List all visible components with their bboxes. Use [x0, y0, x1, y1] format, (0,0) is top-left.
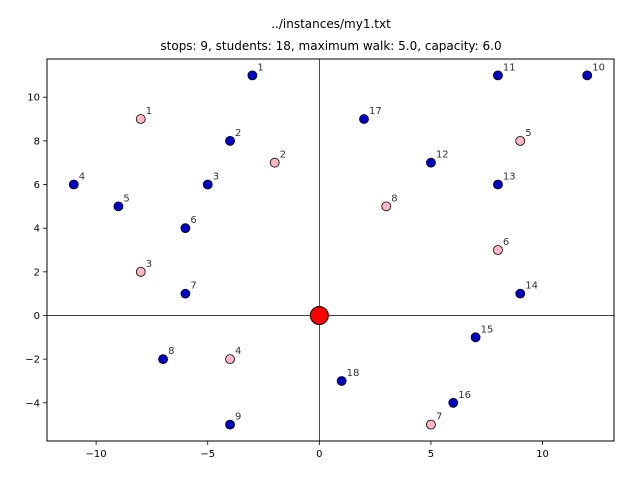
reference-lines: [47, 59, 614, 441]
stop-point: [269, 157, 280, 168]
student-label: 18: [347, 368, 360, 379]
x-tick-label: 5: [428, 449, 434, 460]
y-tick-label: 2: [34, 267, 40, 278]
chart-title: ../instances/my1.txt: [271, 17, 391, 31]
x-tick-label: 0: [316, 449, 322, 460]
stop-label: 5: [525, 128, 531, 139]
stop-label: 1: [146, 106, 152, 117]
student-point: [225, 419, 235, 430]
student-label: 6: [190, 215, 196, 226]
student-point: [426, 157, 436, 168]
stop-label: 8: [391, 193, 397, 204]
x-tick-label: −10: [86, 449, 107, 460]
student-point: [448, 397, 459, 408]
student-label: 11: [503, 62, 516, 73]
x-tick-label: −5: [200, 449, 215, 460]
y-tick-label: 10: [27, 93, 40, 104]
stop-label: 2: [280, 150, 286, 161]
depot-point: [309, 305, 329, 325]
stop-label: 3: [146, 259, 152, 270]
student-label: 1: [257, 62, 263, 73]
student-label: 9: [235, 412, 241, 423]
student-point: [180, 288, 191, 299]
student-label: 10: [592, 62, 605, 73]
stop-point: [381, 201, 392, 212]
student-point: [202, 179, 213, 190]
stop-point: [515, 135, 526, 146]
stop-point: [493, 245, 503, 255]
student-label: 2: [235, 128, 241, 139]
y-tick-label: 0: [34, 311, 40, 322]
axes-frame: [46, 58, 615, 442]
student-label: 3: [213, 172, 219, 183]
student-point: [247, 70, 258, 81]
student-label: 16: [458, 390, 471, 401]
axes: −10 −5 0 5 10 −4 −2 0 2 4 6 8 10: [25, 93, 549, 460]
student-point: [470, 332, 481, 343]
student-point: [493, 70, 503, 81]
student-point: [158, 354, 168, 365]
stop-point: [135, 266, 146, 277]
y-tick-label: 4: [34, 224, 40, 235]
student-point: [68, 179, 79, 190]
student-point: [180, 223, 191, 234]
stop-point: [135, 114, 146, 124]
chart-subtitle: stops: 9, students: 18, maximum walk: 5.…: [160, 39, 501, 53]
points: [68, 70, 593, 430]
student-point: [336, 376, 347, 386]
student-label: 15: [481, 324, 494, 335]
student-label: 13: [503, 172, 516, 183]
stop-point: [426, 419, 436, 430]
student-label: 4: [79, 172, 85, 183]
stop-point: [225, 354, 235, 365]
student-point: [493, 179, 503, 190]
student-label: 5: [123, 193, 129, 204]
student-point: [582, 70, 593, 81]
stop-label: 6: [503, 237, 509, 248]
x-tick-label: 10: [536, 449, 549, 460]
y-tick-label: −4: [25, 398, 40, 409]
student-point: [113, 201, 124, 212]
y-tick-label: −2: [25, 355, 40, 366]
stop-label: 4: [235, 346, 241, 357]
stop-label: 7: [436, 412, 442, 423]
student-label: 14: [525, 281, 538, 292]
student-point: [225, 135, 235, 146]
student-point: [515, 288, 526, 299]
student-label: 12: [436, 150, 449, 161]
student-label: 17: [369, 106, 382, 117]
student-label: 8: [168, 346, 174, 357]
student-label: 7: [190, 281, 196, 292]
y-tick-label: 8: [34, 136, 40, 147]
student-point: [359, 114, 369, 124]
y-tick-label: 6: [34, 180, 40, 191]
